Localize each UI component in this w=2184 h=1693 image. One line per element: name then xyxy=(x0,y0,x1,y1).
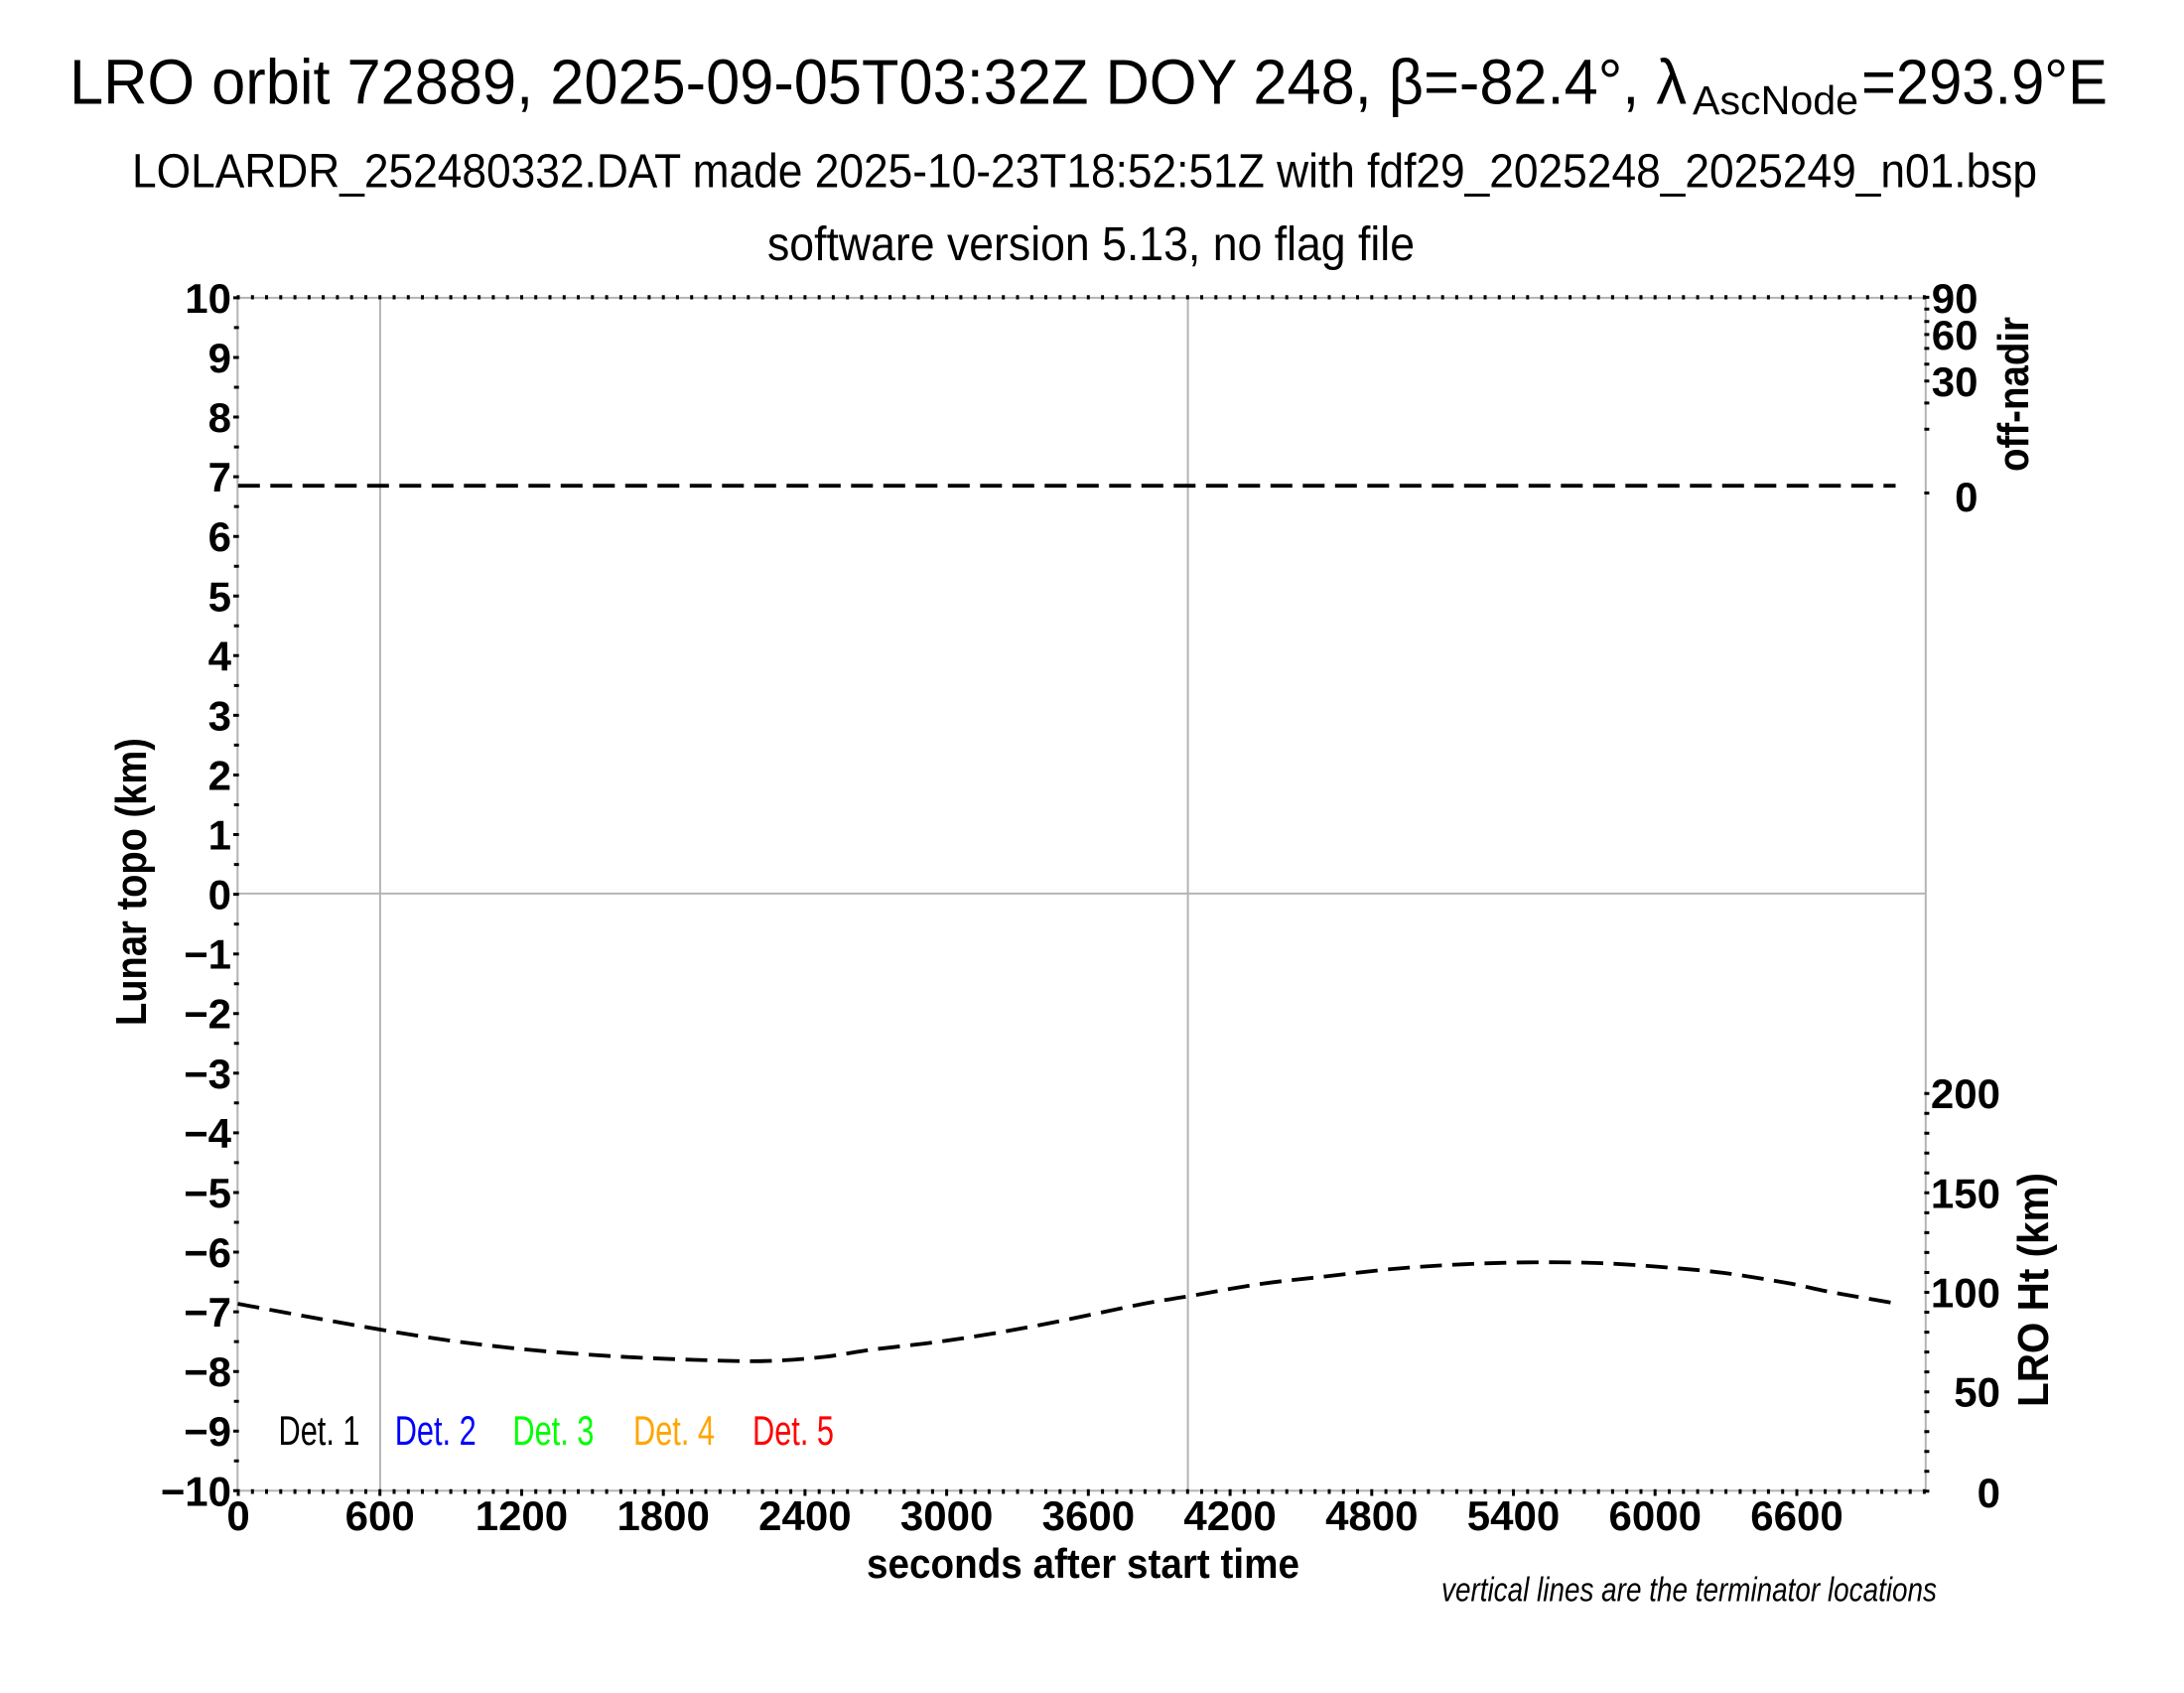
svg-text:Det. 3: Det. 3 xyxy=(512,1407,594,1454)
svg-text:0: 0 xyxy=(1978,1470,2000,1516)
svg-text:50: 50 xyxy=(1954,1369,2000,1416)
svg-text:3600: 3600 xyxy=(1042,1492,1135,1539)
svg-text:1800: 1800 xyxy=(616,1492,709,1539)
svg-text:Det. 5: Det. 5 xyxy=(752,1407,834,1454)
svg-text:4800: 4800 xyxy=(1325,1492,1418,1539)
svg-text:2400: 2400 xyxy=(758,1492,851,1539)
svg-text:1: 1 xyxy=(208,812,231,859)
svg-text:−2: −2 xyxy=(184,991,231,1038)
svg-text:9: 9 xyxy=(208,335,231,381)
svg-text:0: 0 xyxy=(226,1492,249,1539)
svg-text:AscNode: AscNode xyxy=(1693,77,1858,123)
svg-text:3000: 3000 xyxy=(900,1492,993,1539)
svg-text:1200: 1200 xyxy=(476,1492,568,1539)
svg-text:Lunar topo (km): Lunar topo (km) xyxy=(107,738,156,1026)
svg-text:90: 90 xyxy=(1932,275,1979,322)
svg-text:4200: 4200 xyxy=(1183,1492,1276,1539)
svg-text:3: 3 xyxy=(208,692,231,739)
svg-text:−4: −4 xyxy=(184,1110,232,1157)
svg-text:LRO Ht (km): LRO Ht (km) xyxy=(2009,1173,2058,1407)
svg-text:Det. 2: Det. 2 xyxy=(395,1407,477,1454)
svg-text:−5: −5 xyxy=(184,1170,231,1216)
svg-text:software version 5.13, no flag: software version 5.13, no flag file xyxy=(767,218,1415,271)
svg-text:0: 0 xyxy=(1955,474,1978,520)
svg-text:vertical lines are the termina: vertical lines are the terminator locati… xyxy=(1441,1572,1937,1610)
svg-text:Det. 4: Det. 4 xyxy=(633,1407,715,1454)
svg-text:−1: −1 xyxy=(184,931,231,978)
svg-text:6600: 6600 xyxy=(1750,1492,1843,1539)
svg-text:4: 4 xyxy=(208,633,232,679)
svg-text:5400: 5400 xyxy=(1467,1492,1560,1539)
svg-text:−10: −10 xyxy=(161,1468,231,1514)
svg-text:LRO orbit 72889, 2025-09-05T03: LRO orbit 72889, 2025-09-05T03:32Z DOY 2… xyxy=(69,46,1687,117)
svg-text:7: 7 xyxy=(208,454,231,500)
svg-text:Det. 1: Det. 1 xyxy=(279,1407,360,1454)
svg-text:30: 30 xyxy=(1932,358,1979,405)
svg-text:10: 10 xyxy=(185,275,231,322)
svg-text:150: 150 xyxy=(1931,1170,2000,1216)
svg-text:seconds after start time: seconds after start time xyxy=(867,1540,1299,1587)
svg-text:−6: −6 xyxy=(184,1229,231,1276)
svg-text:−9: −9 xyxy=(184,1408,231,1455)
svg-text:0: 0 xyxy=(208,872,231,918)
svg-text:off-nadir: off-nadir xyxy=(1989,317,2038,472)
svg-text:−3: −3 xyxy=(184,1051,231,1097)
svg-text:200: 200 xyxy=(1931,1070,2000,1117)
svg-text:=293.9°E: =293.9°E xyxy=(1861,46,2108,117)
svg-text:100: 100 xyxy=(1931,1270,2000,1317)
svg-text:600: 600 xyxy=(345,1492,415,1539)
svg-text:60: 60 xyxy=(1932,312,1979,358)
svg-text:8: 8 xyxy=(208,394,231,441)
svg-text:6: 6 xyxy=(208,513,231,560)
svg-text:6000: 6000 xyxy=(1609,1492,1702,1539)
svg-text:LOLARDR_252480332.DAT made 202: LOLARDR_252480332.DAT made 2025-10-23T18… xyxy=(132,146,2037,199)
svg-text:2: 2 xyxy=(208,752,231,798)
svg-text:−7: −7 xyxy=(184,1289,231,1336)
svg-text:−8: −8 xyxy=(184,1348,231,1395)
svg-text:5: 5 xyxy=(208,573,231,620)
